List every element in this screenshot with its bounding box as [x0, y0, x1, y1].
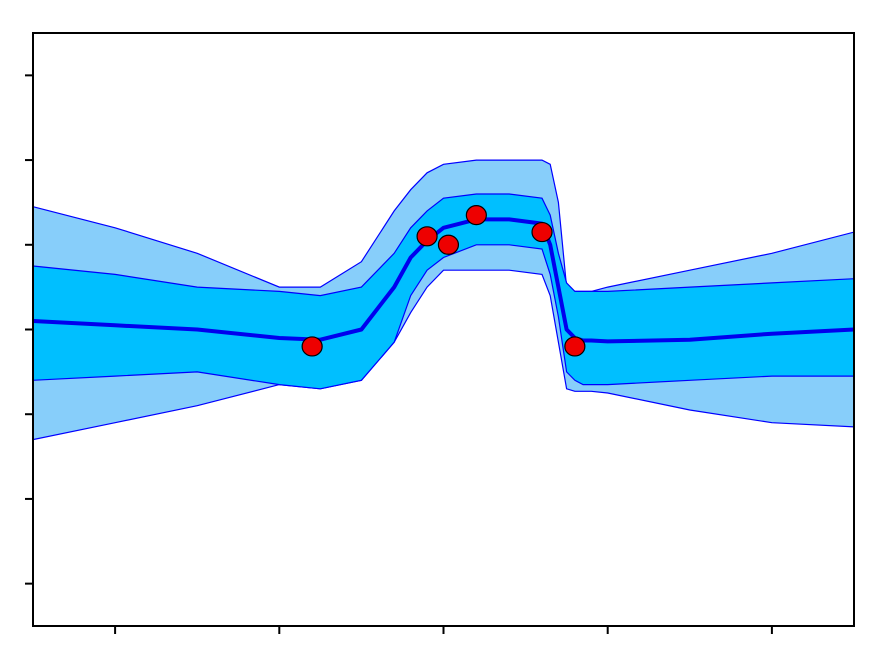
y-axis-ticks	[25, 74, 33, 585]
data-point	[564, 336, 586, 357]
data-point	[416, 226, 438, 247]
data-point	[301, 336, 323, 357]
x-axis-ticks	[114, 626, 773, 634]
data-point	[531, 221, 553, 243]
data-point	[465, 205, 487, 226]
data-point	[437, 234, 460, 255]
observation-points	[301, 205, 586, 357]
